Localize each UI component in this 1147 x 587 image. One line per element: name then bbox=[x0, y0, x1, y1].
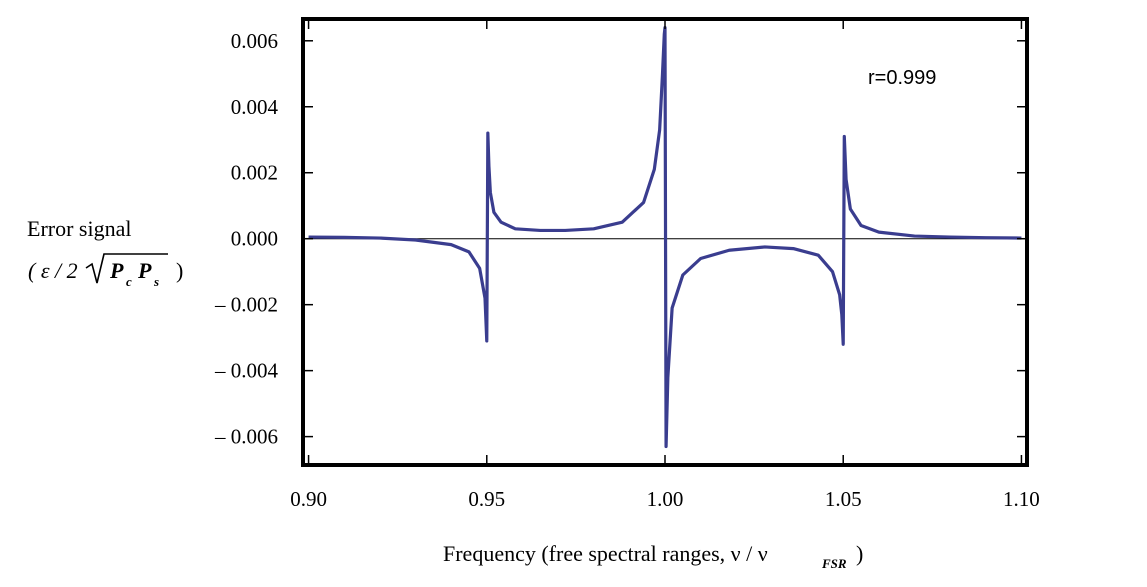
plot-frame bbox=[301, 17, 1029, 467]
y-tick-label: 0.004 bbox=[231, 95, 279, 119]
y-tick-label: 0.006 bbox=[231, 29, 278, 53]
ticks-group bbox=[305, 21, 1025, 463]
sqrt-sign bbox=[85, 253, 168, 284]
tick-labels-group: 0.006 0.004 0.002 0.000 – 0.002 – 0.004 – 0.00… bbox=[214, 29, 1040, 511]
x-axis-title-close: ) bbox=[856, 541, 863, 566]
y-tick-label: 0.000 bbox=[231, 227, 278, 251]
y-tick-label: – 0.002 bbox=[214, 293, 278, 317]
x-axis-title: Frequency (free spectral ranges, ν / ν F… bbox=[443, 541, 863, 571]
y-tick-label: 0.002 bbox=[231, 161, 278, 185]
y-axis-title-P1: P bbox=[109, 258, 124, 283]
y-tick-label: – 0.006 bbox=[214, 425, 278, 449]
y-axis-title-open: ( ε / 2 bbox=[28, 258, 78, 283]
y-axis-title-line1: Error signal bbox=[27, 216, 131, 241]
plot-series-group bbox=[305, 26, 1025, 449]
y-axis-title-sub1: c bbox=[126, 274, 132, 289]
y-axis-title-P2: P bbox=[137, 258, 152, 283]
x-tick-label: 1.00 bbox=[647, 487, 684, 511]
y-tick-label: – 0.004 bbox=[214, 359, 279, 383]
x-tick-label: 1.10 bbox=[1003, 487, 1040, 511]
annotation-r-value: r=0.999 bbox=[868, 67, 936, 89]
x-tick-label: 0.95 bbox=[468, 487, 505, 511]
x-tick-label: 1.05 bbox=[825, 487, 862, 511]
x-axis-title-sub: FSR bbox=[821, 556, 847, 571]
x-axis-title-main: Frequency (free spectral ranges, ν / ν bbox=[443, 541, 768, 566]
y-axis-title-close: ) bbox=[176, 258, 183, 283]
y-axis-title-line2: ( ε / 2 P c P s ) bbox=[28, 253, 183, 289]
x-tick-label: 0.90 bbox=[290, 487, 327, 511]
y-axis-title-sub2: s bbox=[153, 274, 159, 289]
series-line-error-signal bbox=[308, 26, 1022, 449]
